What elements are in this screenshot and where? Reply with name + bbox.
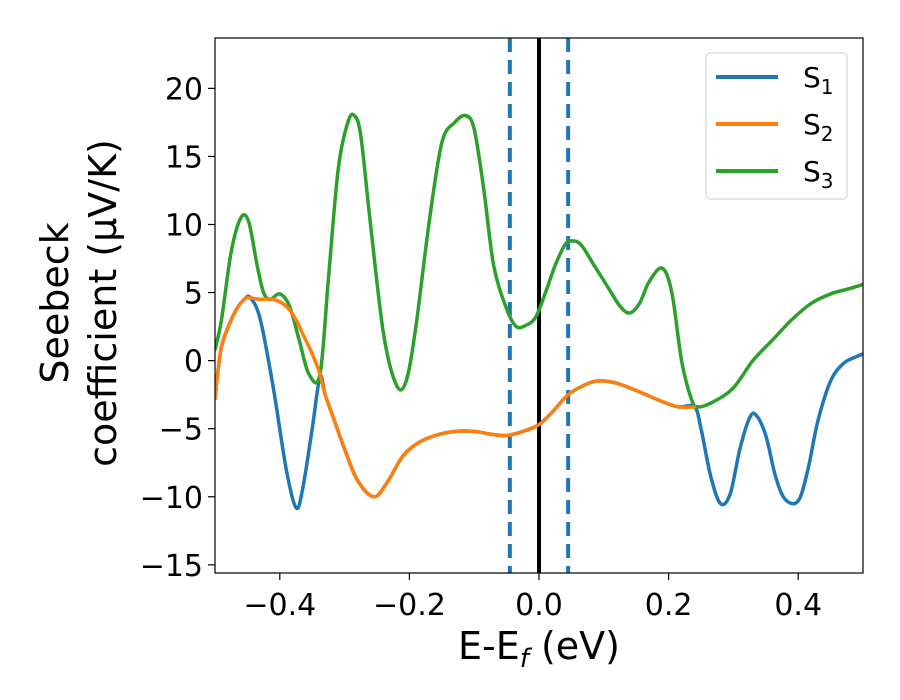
- y-axis-label-line-1: Seebeck: [33, 222, 77, 383]
- y-tick-label: −15: [140, 549, 203, 584]
- x-tick-label: 0.4: [774, 588, 822, 623]
- legend-label-s2: S2: [803, 108, 834, 146]
- y-axis-label: Seebeck coefficient (μV/K): [33, 139, 125, 467]
- y-tick-label: 5: [184, 277, 203, 312]
- x-tick-label: 0.2: [645, 588, 693, 623]
- x-axis-label-rest: (eV): [529, 624, 620, 668]
- x-axis-label-base: E-E: [458, 624, 520, 668]
- x-axis-ticks: −0.4 −0.2 0.0 0.2 0.4: [243, 573, 822, 623]
- legend-label-s3: S3: [803, 155, 834, 193]
- x-axis-label: E-Ef (eV): [458, 624, 620, 674]
- y-tick-label: 20: [165, 72, 203, 107]
- y-tick-label: 0: [184, 345, 203, 380]
- y-tick-label: −5: [159, 413, 203, 448]
- legend: S1 S2 S3: [705, 52, 848, 200]
- x-tick-label: −0.2: [373, 588, 446, 623]
- y-axis-ticks: −15 −10 −5 0 5 10 15 20: [140, 72, 215, 584]
- x-tick-label: −0.4: [243, 588, 316, 623]
- legend-label-s1: S1: [803, 61, 834, 99]
- y-tick-label: 10: [165, 209, 203, 244]
- y-tick-label: −10: [140, 481, 203, 516]
- series-line-s2: [215, 296, 697, 499]
- series-lines: [215, 112, 863, 511]
- x-tick-label: 0.0: [515, 588, 563, 623]
- y-axis-label-line-2: coefficient (μV/K): [81, 139, 125, 467]
- series-line-s3: [215, 112, 863, 409]
- y-tick-label: 15: [165, 140, 203, 175]
